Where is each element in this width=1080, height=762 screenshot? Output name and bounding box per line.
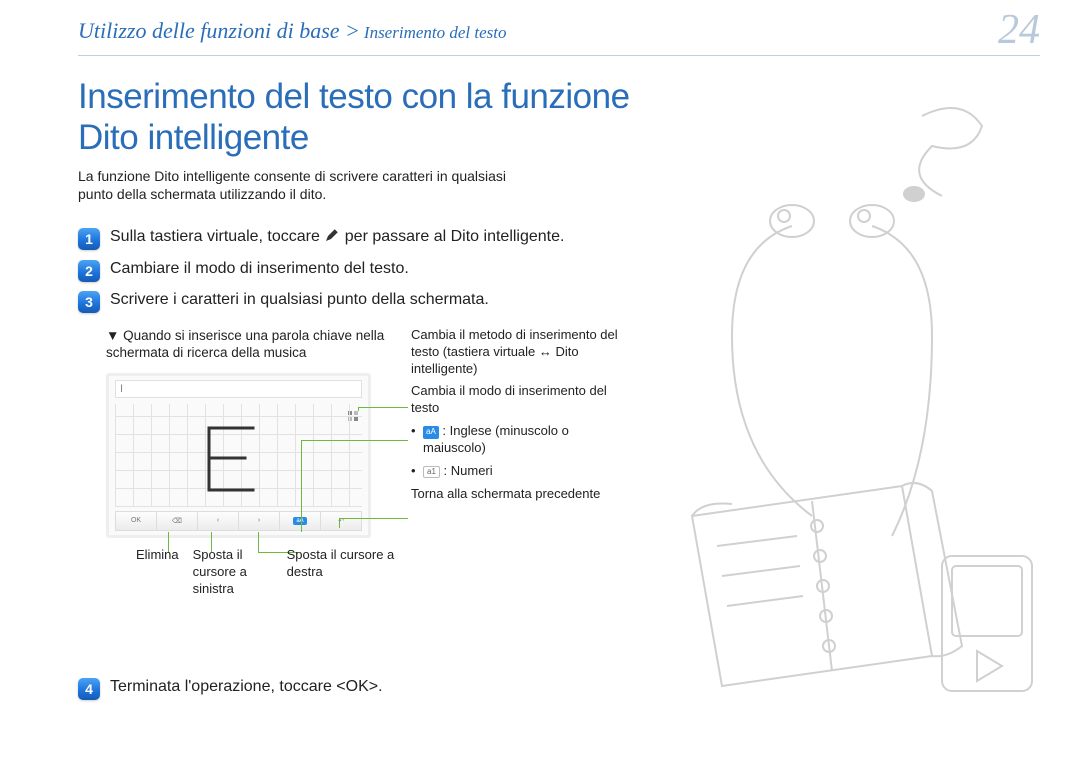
numbers-label: : Numeri bbox=[444, 463, 493, 478]
step-1b: per passare al Dito intelligente. bbox=[345, 228, 565, 245]
caption-text: Quando si inserisce una parola chiave ne… bbox=[106, 328, 384, 361]
step-badge-1: 1 bbox=[78, 228, 100, 250]
callouts-bottom: Elimina Sposta il cursore a sinistra Spo… bbox=[106, 547, 406, 598]
callout-switch-method: Cambia il metodo di inserimento del test… bbox=[411, 327, 631, 378]
figure-area: ▼ Quando si inserisce una parola chiave … bbox=[106, 327, 626, 597]
breadcrumb-main: Utilizzo delle funzioni di base > bbox=[78, 18, 360, 44]
co-line bbox=[339, 518, 340, 528]
scr-input-field: I bbox=[115, 380, 362, 398]
tb-back: ↶ bbox=[321, 512, 361, 530]
drawn-letter bbox=[191, 422, 271, 496]
callout-delete: Elimina bbox=[136, 547, 179, 598]
co-line bbox=[301, 518, 302, 532]
tb-right: › bbox=[239, 512, 280, 530]
co-line bbox=[301, 440, 302, 518]
step-4: 4 Terminata l'operazione, toccare <OK>. bbox=[78, 676, 383, 700]
main-content: Inserimento del testo con la funzione Di… bbox=[78, 76, 633, 597]
step-3: 3 Scrivere i caratteri in qualsiasi punt… bbox=[78, 289, 633, 313]
numbers-chip: a1 bbox=[423, 466, 440, 478]
callouts-right: Cambia il metodo di inserimento del test… bbox=[411, 327, 631, 509]
step-1: 1 Sulla tastiera virtuale, toccare per p… bbox=[78, 226, 633, 250]
tb-left: ‹ bbox=[198, 512, 239, 530]
intro-text: La funzione Dito intelligente consente d… bbox=[78, 167, 508, 205]
step-1a: Sulla tastiera virtuale, toccare bbox=[110, 228, 320, 245]
pencil-icon bbox=[324, 227, 340, 250]
english-label: : Inglese (minuscolo o maiuscolo) bbox=[423, 423, 569, 455]
page-number: 24 bbox=[998, 6, 1040, 54]
step-4-text: Terminata l'operazione, toccare <OK>. bbox=[110, 676, 383, 698]
device-screenshot: I OK ⌫ ‹ › aA bbox=[106, 373, 371, 538]
callout-cursor-right: Sposta il cursore a destra bbox=[287, 547, 397, 598]
caption-marker: ▼ bbox=[106, 328, 119, 343]
page-title: Inserimento del testo con la funzione Di… bbox=[78, 76, 633, 159]
step-2: 2 Cambiare il modo di inserimento del te… bbox=[78, 258, 633, 282]
decorative-illustration bbox=[672, 86, 1052, 706]
callout-numbers: a1 : Numeri bbox=[411, 463, 631, 480]
scr-toolbar: OK ⌫ ‹ › aA ↶ bbox=[115, 511, 362, 531]
step-badge-4: 4 bbox=[78, 678, 100, 700]
tb-delete: ⌫ bbox=[157, 512, 198, 530]
step-2-text: Cambiare il modo di inserimento del test… bbox=[110, 258, 409, 280]
callout-cursor-left: Sposta il cursore a sinistra bbox=[193, 547, 273, 598]
breadcrumb-sub: Inserimento del testo bbox=[364, 23, 507, 43]
page-header: Utilizzo delle funzioni di base > Inseri… bbox=[78, 18, 1040, 56]
callout-change-mode: Cambia il modo di inserimento del testo bbox=[411, 383, 631, 417]
step-1-text: Sulla tastiera virtuale, toccare per pas… bbox=[110, 226, 564, 250]
co-line bbox=[301, 440, 408, 441]
tb-ok: OK bbox=[116, 512, 157, 530]
english-chip: aA bbox=[423, 426, 439, 438]
step-badge-2: 2 bbox=[78, 260, 100, 282]
tb-mode-chip: aA bbox=[293, 517, 306, 525]
callout-english: aA : Inglese (minuscolo o maiuscolo) bbox=[411, 423, 631, 457]
callout-back: Torna alla schermata precedente bbox=[411, 486, 631, 503]
step-badge-3: 3 bbox=[78, 291, 100, 313]
step-3-text: Scrivere i caratteri in qualsiasi punto … bbox=[110, 289, 489, 311]
co-line bbox=[358, 407, 408, 408]
figure-caption: ▼ Quando si inserisce una parola chiave … bbox=[106, 327, 396, 362]
co-line bbox=[339, 518, 408, 519]
